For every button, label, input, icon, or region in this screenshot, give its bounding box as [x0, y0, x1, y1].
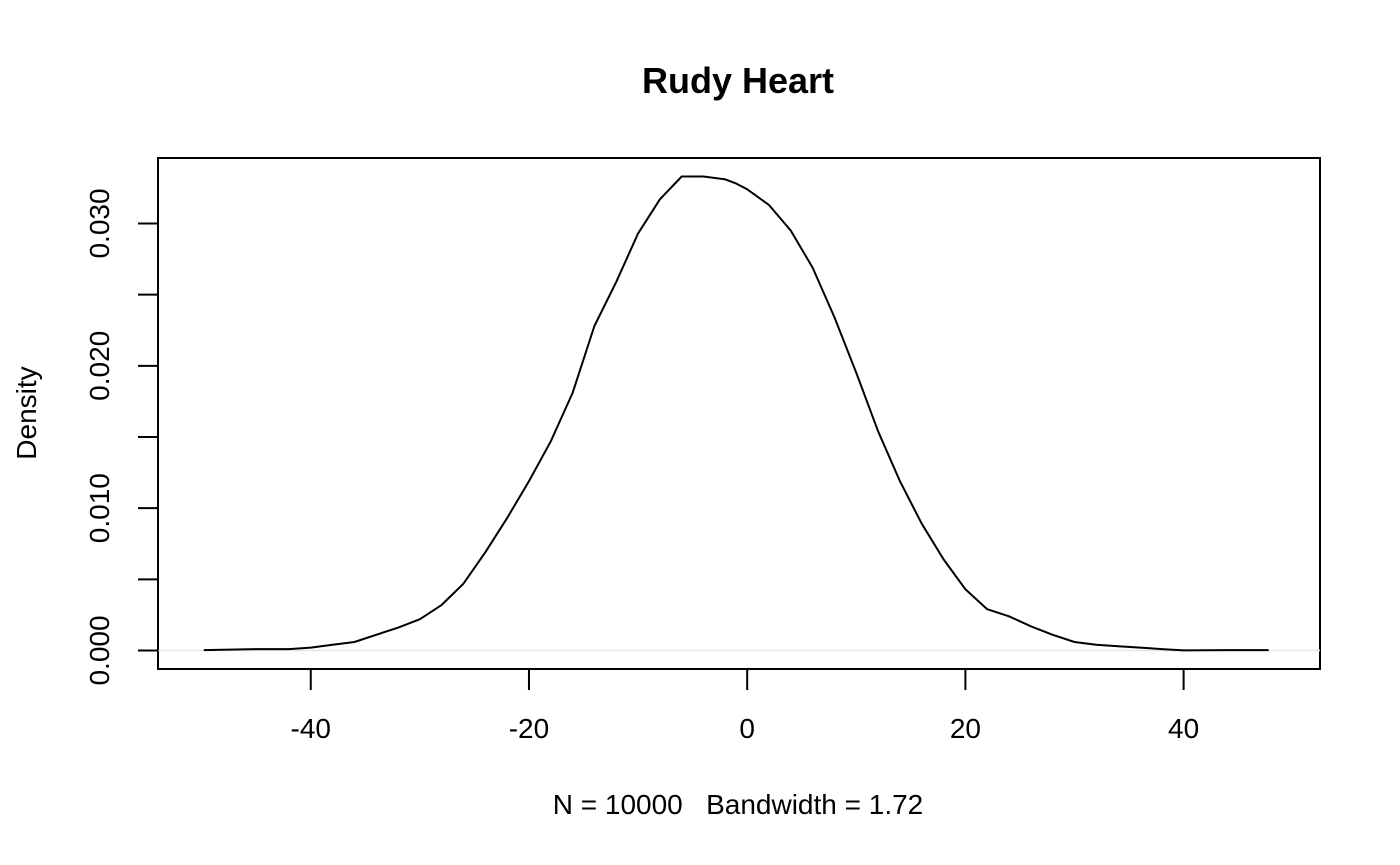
x-axis: -40 -20 0 20 40: [291, 668, 1199, 744]
x-tick-label: 20: [950, 713, 981, 744]
x-tick-label: 40: [1168, 713, 1199, 744]
y-axis: 0.000 0.010 0.020 0.030: [84, 188, 159, 686]
y-tick-label: 0.020: [84, 331, 115, 401]
y-axis-label: Density: [11, 366, 42, 459]
y-tick-label: 0.010: [84, 473, 115, 543]
x-axis-label: N = 10000 Bandwidth = 1.72: [553, 789, 924, 820]
y-tick-label: 0.030: [84, 188, 115, 258]
density-curve: [203, 175, 1269, 652]
x-tick-label: -40: [291, 713, 331, 744]
chart-title: Rudy Heart: [642, 60, 834, 101]
y-tick-label: 0.000: [84, 615, 115, 685]
x-tick-label: -20: [509, 713, 549, 744]
plot-frame: [157, 157, 1321, 670]
x-tick-label: 0: [739, 713, 755, 744]
